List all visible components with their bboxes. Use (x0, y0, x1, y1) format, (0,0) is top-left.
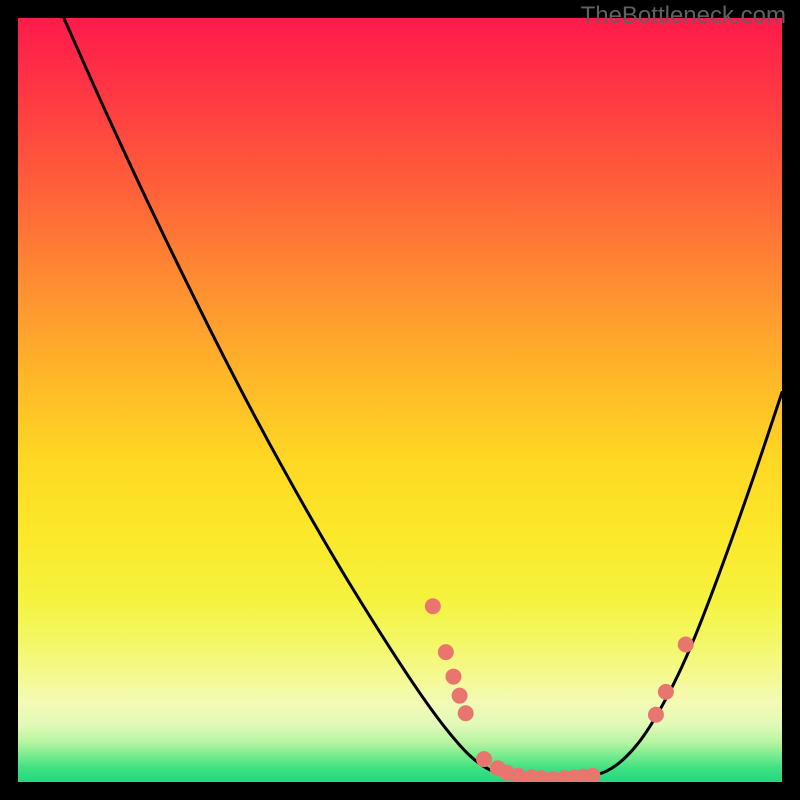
data-marker (458, 705, 474, 721)
data-marker (476, 751, 492, 767)
data-marker (658, 684, 674, 700)
data-marker (452, 688, 468, 704)
curve-layer (18, 18, 782, 782)
chart-stage: TheBottleneck.com (0, 0, 800, 800)
data-marker (678, 636, 694, 652)
watermark-text: TheBottleneck.com (581, 2, 786, 30)
bottleneck-curve (64, 18, 782, 779)
data-marker (425, 598, 441, 614)
data-marker (445, 669, 461, 685)
data-marker (438, 644, 454, 660)
data-marker (648, 707, 664, 723)
plot-area (18, 18, 782, 782)
